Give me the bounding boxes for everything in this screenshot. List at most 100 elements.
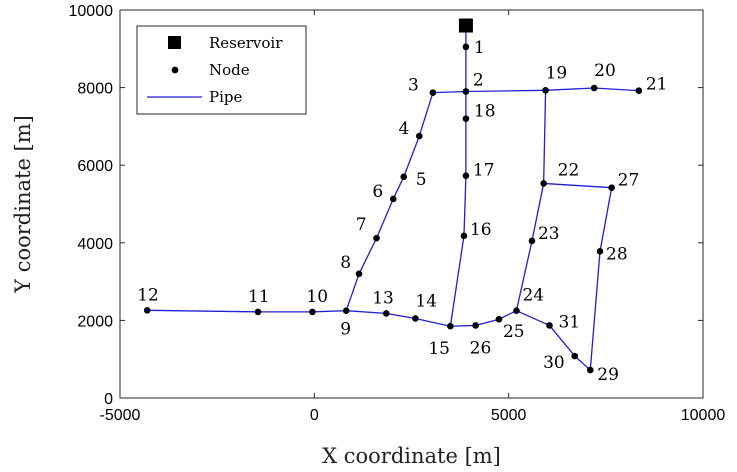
node-15 <box>447 322 454 330</box>
node-8 <box>355 270 363 278</box>
node-label-7: 7 <box>356 215 367 235</box>
reservoir-marker <box>458 18 473 33</box>
pipe-15-16 <box>449 235 465 327</box>
pipe-22-23 <box>531 183 545 241</box>
node-label-12: 12 <box>137 285 159 305</box>
node-label-25: 25 <box>503 322 525 342</box>
node-31 <box>546 322 553 329</box>
node-label-29: 29 <box>597 365 619 385</box>
node-label-17: 17 <box>473 161 495 181</box>
node-25 <box>495 315 503 323</box>
node-21 <box>635 87 643 95</box>
y-tick-label-6000: 6000 <box>77 158 113 175</box>
pipe-2-19 <box>465 89 546 93</box>
node-7 <box>373 234 380 242</box>
node-label-26: 26 <box>470 338 492 358</box>
y-tick-label-0: 0 <box>104 391 113 408</box>
node-label-16: 16 <box>470 220 492 240</box>
node-label-6: 6 <box>372 182 383 202</box>
pipe-9-10 <box>312 310 347 313</box>
node-10 <box>309 308 316 316</box>
pipe-19-22 <box>542 90 547 184</box>
pipe-15-26 <box>450 324 476 327</box>
x-tick-label-10000: 10000 <box>681 407 726 424</box>
node-28 <box>596 248 604 255</box>
node-label-2: 2 <box>473 70 484 90</box>
node-29 <box>586 366 594 374</box>
node-label-27: 27 <box>618 171 640 191</box>
node-27 <box>608 184 615 192</box>
node-16 <box>460 232 468 240</box>
pipe-24-31 <box>516 310 550 327</box>
node-20 <box>590 84 598 92</box>
node-6 <box>389 195 397 203</box>
legend-pipe-label: Pipe <box>209 88 242 106</box>
y-tick-label-8000: 8000 <box>77 81 113 98</box>
node-14 <box>412 315 419 322</box>
pipe-23-24 <box>515 240 533 311</box>
node-13 <box>382 310 390 317</box>
pipe-5-6 <box>392 176 405 200</box>
node-label-21: 21 <box>646 75 668 95</box>
node-label-11: 11 <box>248 287 270 307</box>
x-tick-label-5000: 5000 <box>491 407 527 424</box>
legend-reservoir-marker <box>168 36 181 49</box>
pipe-19-20 <box>545 87 595 91</box>
node-label-13: 13 <box>372 288 394 308</box>
node-12 <box>143 307 151 314</box>
node-2 <box>462 88 470 95</box>
node-5 <box>400 173 408 181</box>
node-label-1: 1 <box>474 38 485 58</box>
node-label-9: 9 <box>340 320 351 340</box>
pipe-3-4 <box>418 92 434 137</box>
pipe-14-15 <box>415 317 451 327</box>
node-30 <box>571 352 579 360</box>
node-4 <box>415 132 423 140</box>
pipe-9-13 <box>346 310 387 315</box>
legend-node-marker <box>171 66 179 74</box>
pipe-27-28 <box>599 187 613 252</box>
x-tick-label--5000: -5000 <box>100 407 141 424</box>
pipe-30-29 <box>574 355 591 371</box>
node-label-23: 23 <box>538 224 560 244</box>
node-3 <box>429 89 437 96</box>
node-24 <box>513 307 520 315</box>
pipe-8-9 <box>345 273 360 311</box>
node-17 <box>462 172 470 179</box>
pipe-7-8 <box>358 237 378 275</box>
y-axis-title: Y coordinate [m] <box>11 115 35 294</box>
y-tick-label-4000: 4000 <box>77 236 113 253</box>
legend-box <box>136 25 307 115</box>
node-label-15: 15 <box>428 339 450 359</box>
pipe-16-17 <box>463 175 467 236</box>
node-label-22: 22 <box>558 160 580 180</box>
y-tick-label-2000: 2000 <box>77 313 113 330</box>
pipe-4-5 <box>403 135 420 178</box>
node-label-8: 8 <box>340 253 351 273</box>
node-label-4: 4 <box>398 119 409 139</box>
pipe-2-3 <box>432 90 466 94</box>
node-26 <box>472 322 479 329</box>
y-tick-label-10000: 10000 <box>69 3 114 20</box>
node-19 <box>542 87 549 94</box>
pipe-31-30 <box>548 325 576 357</box>
pipe-26-25 <box>475 318 500 327</box>
node-label-24: 24 <box>522 286 544 306</box>
node-22 <box>540 180 547 187</box>
legend: Reservoir Node Pipe <box>136 25 307 115</box>
node-label-3: 3 <box>408 76 419 96</box>
node-label-20: 20 <box>594 61 616 81</box>
pipe-22-27 <box>543 182 612 189</box>
node-1 <box>462 43 470 51</box>
legend-reservoir-label: Reservoir <box>209 34 283 52</box>
plot-frame <box>119 9 704 399</box>
node-23 <box>528 237 536 245</box>
node-label-5: 5 <box>416 170 427 190</box>
pipe-11-12 <box>147 309 258 313</box>
node-11 <box>254 308 262 316</box>
x-tick-label-0: 0 <box>310 407 319 424</box>
pipe-28-29 <box>589 251 601 371</box>
